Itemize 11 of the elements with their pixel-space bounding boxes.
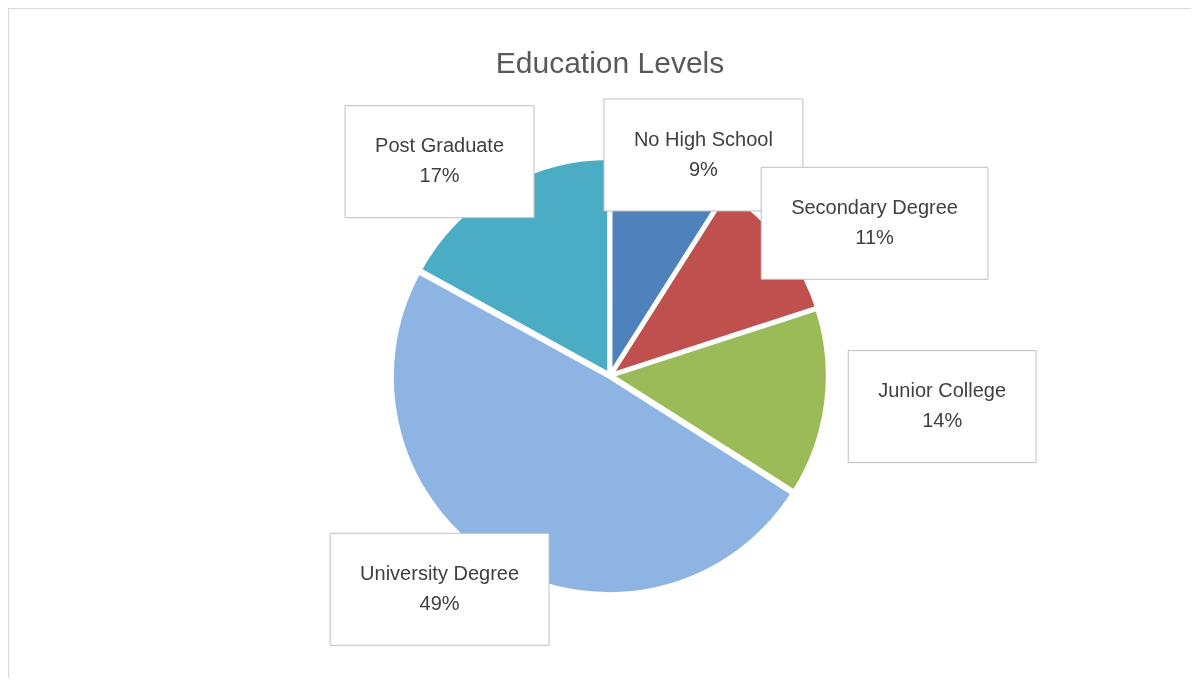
data-label: 14% xyxy=(922,409,963,432)
slice-label: Junior College xyxy=(878,379,1007,402)
slice-label: No High School xyxy=(633,127,773,150)
data-label: 49% xyxy=(419,591,460,614)
slice-label: Secondary Degree xyxy=(791,195,958,218)
data-label: 17% xyxy=(419,164,460,187)
data-label: 9% xyxy=(688,157,719,180)
data-label: 11% xyxy=(855,225,895,248)
slice-label: Post Graduate xyxy=(375,134,505,157)
chart-title: Education Levels xyxy=(495,46,725,80)
slice-label: University Degree xyxy=(360,561,520,584)
